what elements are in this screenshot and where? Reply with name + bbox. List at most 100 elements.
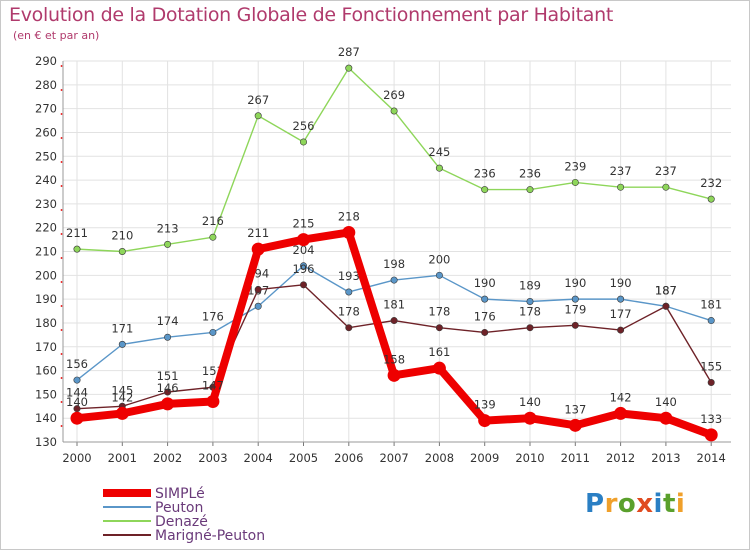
data-label: 179 <box>564 302 586 316</box>
data-point <box>707 195 715 203</box>
data-point <box>118 340 126 348</box>
data-point <box>662 183 670 191</box>
y-tick-label: 260 <box>35 125 57 139</box>
data-point <box>390 317 398 325</box>
data-point <box>161 397 175 411</box>
y-tick-label: 210 <box>35 245 57 259</box>
x-tick-label: 2002 <box>153 451 182 465</box>
logo-letter: r <box>604 489 618 519</box>
legend-label: Peuton <box>155 500 203 516</box>
data-label: 133 <box>700 412 722 426</box>
data-label: 142 <box>111 390 133 404</box>
logo-letter: i <box>675 489 686 519</box>
data-point <box>481 328 489 336</box>
data-point <box>387 368 401 382</box>
x-tick-label: 2001 <box>108 451 137 465</box>
data-point <box>571 178 579 186</box>
data-label: 211 <box>66 226 88 240</box>
data-label: 196 <box>293 262 315 276</box>
data-point <box>209 233 217 241</box>
series-peuton: 156 171 174 176 187 204 193 198 200 190 189 190 190 1… <box>66 243 722 384</box>
data-point <box>432 361 446 375</box>
logo-letter: x <box>636 489 654 519</box>
data-label: 137 <box>564 402 586 416</box>
data-point <box>435 324 443 332</box>
data-label: 190 <box>474 276 496 290</box>
legend-label: Denazé <box>155 514 208 530</box>
data-label: 142 <box>610 390 632 404</box>
chart-title: Evolution de la Dotation Globale de Fonc… <box>9 4 614 26</box>
data-point <box>568 418 582 432</box>
y-tick-label: 250 <box>35 149 57 163</box>
data-point <box>299 281 307 289</box>
data-point <box>73 245 81 253</box>
data-label: 211 <box>247 226 269 240</box>
data-label: 139 <box>474 398 496 412</box>
data-label: 187 <box>655 283 677 297</box>
data-label: 210 <box>111 229 133 243</box>
data-label: 156 <box>66 357 88 371</box>
data-label: 177 <box>610 307 632 321</box>
data-point <box>571 295 579 303</box>
x-tick-label: 2007 <box>379 451 408 465</box>
data-point <box>254 302 262 310</box>
data-label: 193 <box>338 269 360 283</box>
y-tick-label: 220 <box>35 221 57 235</box>
logo-letter: P <box>585 489 605 519</box>
logo-letter: o <box>617 489 637 519</box>
x-tick-label: 2011 <box>561 451 590 465</box>
data-point <box>206 395 220 409</box>
data-point <box>617 326 625 334</box>
logo-letter: t <box>662 489 676 519</box>
y-tick-label: 200 <box>35 268 57 282</box>
data-label: 245 <box>428 145 450 159</box>
data-point <box>118 248 126 256</box>
data-label: 236 <box>474 167 496 181</box>
data-label: 239 <box>564 159 586 173</box>
data-label: 198 <box>383 257 405 271</box>
data-label: 200 <box>428 252 450 266</box>
data-point <box>617 183 625 191</box>
data-label: 140 <box>519 395 541 409</box>
data-label: 237 <box>655 164 677 178</box>
data-label: 176 <box>474 309 496 323</box>
data-label: 189 <box>519 279 541 293</box>
data-point <box>390 107 398 115</box>
data-label: 267 <box>247 93 269 107</box>
data-point <box>481 295 489 303</box>
x-tick-label: 2014 <box>697 451 726 465</box>
data-label: 232 <box>700 176 722 190</box>
data-label: 144 <box>66 386 88 400</box>
data-label: 146 <box>157 381 179 395</box>
data-point <box>614 406 628 420</box>
x-tick-label: 2004 <box>244 451 273 465</box>
data-label: 204 <box>293 243 315 257</box>
data-label: 213 <box>157 221 179 235</box>
y-tick-label: 280 <box>35 78 57 92</box>
data-point <box>478 414 492 428</box>
data-point <box>435 271 443 279</box>
data-point <box>526 324 534 332</box>
data-label: 237 <box>610 164 632 178</box>
data-point <box>345 288 353 296</box>
data-point <box>707 317 715 325</box>
data-label: 174 <box>157 314 179 328</box>
data-point <box>345 324 353 332</box>
data-point <box>342 225 356 239</box>
x-tick-label: 2009 <box>470 451 499 465</box>
data-point <box>707 378 715 386</box>
data-point <box>164 388 172 396</box>
y-tick-label: 240 <box>35 173 57 187</box>
data-point <box>345 64 353 72</box>
data-point <box>571 321 579 329</box>
data-label: 181 <box>383 298 405 312</box>
data-label: 187 <box>655 283 677 297</box>
data-label: 287 <box>338 45 360 59</box>
data-label: 158 <box>383 352 405 366</box>
data-label: 176 <box>202 309 224 323</box>
